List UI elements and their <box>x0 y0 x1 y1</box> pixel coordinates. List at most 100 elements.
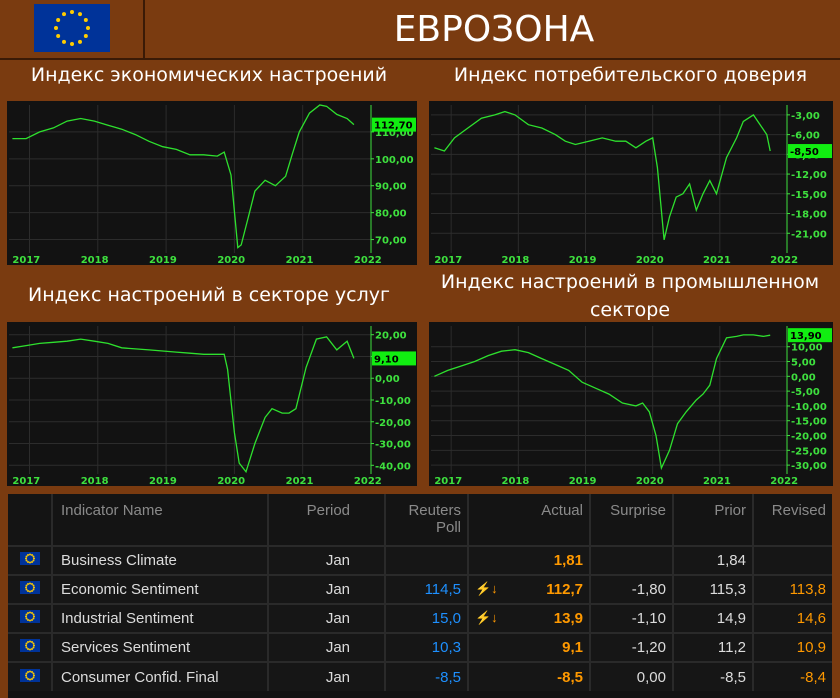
last-value-badge <box>788 328 832 343</box>
surprise-cell: 0,00 <box>590 661 674 691</box>
indicator-name: Industrial Sentiment <box>52 603 269 633</box>
y-tick-label: 110,00 <box>375 128 414 139</box>
last-value-label: 13,90 <box>790 331 822 342</box>
actual-cell: 9,1 <box>468 632 591 662</box>
flag-star <box>31 642 34 645</box>
header-prior[interactable]: Prior <box>673 494 754 546</box>
flag-star <box>26 647 29 650</box>
y-tick-label: -15,00 <box>791 417 827 428</box>
header-period[interactable]: Period <box>268 494 386 546</box>
table-row[interactable]: Consumer Confid. Final Jan -8,5 -8,5 0,00 -8,… <box>8 661 832 691</box>
actual-cell-value: 112,7 <box>546 581 583 598</box>
x-tick-label: 2019 <box>569 255 597 265</box>
x-tick-label: 2021 <box>703 255 731 265</box>
y-tick-label: -25,00 <box>791 446 827 457</box>
prior-cell-value: 115,3 <box>709 581 746 598</box>
eu-flag-icon <box>19 610 40 623</box>
flag-star <box>26 641 29 644</box>
eu-flag-icon <box>19 581 40 594</box>
flag-star <box>56 18 61 22</box>
flag-star <box>86 26 90 30</box>
flag-star <box>31 646 34 649</box>
header-revised[interactable]: Revised <box>753 494 832 546</box>
indicators-table: Indicator Name Period Reuters Poll Actua… <box>8 494 832 698</box>
x-tick-label: 2018 <box>81 476 109 486</box>
y-tick-label: -20,00 <box>375 418 411 429</box>
period-cell-value: Jan <box>325 581 350 598</box>
flag-star <box>25 642 28 645</box>
y-tick-label: -5,00 <box>791 387 820 398</box>
surprise-cell: -1,80 <box>590 574 674 604</box>
reuters-poll-cell: 15,0 <box>385 603 469 633</box>
indicator-name-value: Industrial Sentiment <box>61 610 194 627</box>
revised-cell: 10,9 <box>753 632 832 662</box>
flag-star <box>83 34 88 38</box>
chart-title-economic: Индекс экономических настроений <box>30 64 388 86</box>
last-value-badge <box>788 144 832 159</box>
flag-star <box>28 611 31 614</box>
y-tick-label: -10,00 <box>375 396 411 407</box>
flag-star <box>24 615 27 618</box>
x-tick-label: 2017 <box>12 476 40 486</box>
table-row[interactable]: Business Climate Jan 1,81 1,84 <box>8 545 832 575</box>
flag-star <box>30 554 33 557</box>
x-tick-label: 2019 <box>569 476 597 486</box>
flag-star <box>25 555 28 558</box>
chart-consumer-confidence: 201720182019202020212022-3,00-6,00-9,00-… <box>429 101 833 265</box>
indicator-name: Business Climate <box>52 545 269 575</box>
reuters-poll-cell-value: -8,5 <box>435 668 461 686</box>
flag-star <box>30 641 33 644</box>
indicator-name: Consumer Confid. Final <box>52 661 269 691</box>
revised-cell: 113,8 <box>753 574 832 604</box>
x-tick-label: 2020 <box>217 255 245 265</box>
prior-cell: 14,9 <box>673 603 754 633</box>
flag-star <box>31 555 34 558</box>
x-tick-label: 2017 <box>434 255 462 265</box>
flag-star <box>70 42 74 46</box>
indicator-name-value: Business Climate <box>61 552 177 569</box>
flag-star <box>25 617 28 620</box>
flag-star <box>31 559 34 562</box>
flag-star <box>78 12 82 17</box>
header-reuters-poll[interactable]: Reuters Poll <box>385 494 469 546</box>
lightning-arrows-icon: ⚡↓ <box>475 610 498 625</box>
actual-cell-value: 1,81 <box>553 552 583 569</box>
x-tick-label: 2022 <box>770 476 798 486</box>
x-tick-label: 2017 <box>434 476 462 486</box>
flag-star <box>30 560 33 563</box>
flag-star <box>32 644 35 647</box>
flag-star <box>25 559 28 562</box>
chart-services-sentiment: 20172018201920202021202220,0010,000,00-1… <box>7 322 417 486</box>
flag-star <box>26 583 29 586</box>
flag-star <box>62 39 66 44</box>
flag-star <box>26 618 29 621</box>
last-value-label: 112,70 <box>374 121 413 132</box>
flag-star <box>28 553 31 556</box>
flag-star <box>26 677 29 680</box>
flag-star <box>56 34 61 38</box>
header-surprise[interactable]: Surprise <box>590 494 674 546</box>
actual-cell: ⚡↓ 13,9 <box>468 603 591 633</box>
table-header-row: Indicator Name Period Reuters Poll Actua… <box>8 494 832 546</box>
period-cell: Jan <box>268 574 386 604</box>
y-tick-label: -3,00 <box>791 111 820 122</box>
flag-star <box>54 26 58 30</box>
header-actual[interactable]: Actual <box>468 494 591 546</box>
flag-star <box>30 589 33 592</box>
prior-cell-value: 1,84 <box>716 552 746 569</box>
flag-star <box>24 674 27 676</box>
flag-star <box>32 674 35 676</box>
revised-cell: -8,4 <box>753 661 832 691</box>
surprise-cell-value: 0,00 <box>636 668 666 686</box>
revised-cell-value: -8,4 <box>800 668 826 686</box>
header-indicator-name[interactable]: Indicator Name <box>52 494 269 546</box>
period-cell: Jan <box>268 661 386 691</box>
surprise-cell: -1,10 <box>590 603 674 633</box>
row-flag-cell <box>8 545 53 575</box>
period-cell: Jan <box>268 632 386 662</box>
table-row[interactable]: Economic Sentiment Jan 114,5 ⚡↓ 112,7 -1,80 11… <box>8 574 832 604</box>
x-tick-label: 2022 <box>354 476 382 486</box>
table-row[interactable]: Services Sentiment Jan 10,3 9,1 -1,20 11,2 10,… <box>8 632 832 662</box>
table-row[interactable]: Industrial Sentiment Jan 15,0 ⚡↓ 13,9 -1,10 14… <box>8 603 832 633</box>
flag-star <box>25 613 28 616</box>
